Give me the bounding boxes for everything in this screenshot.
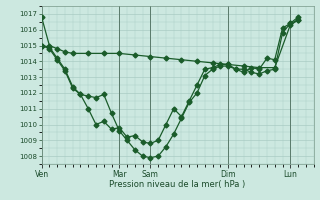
X-axis label: Pression niveau de la mer( hPa ): Pression niveau de la mer( hPa ) <box>109 180 246 189</box>
